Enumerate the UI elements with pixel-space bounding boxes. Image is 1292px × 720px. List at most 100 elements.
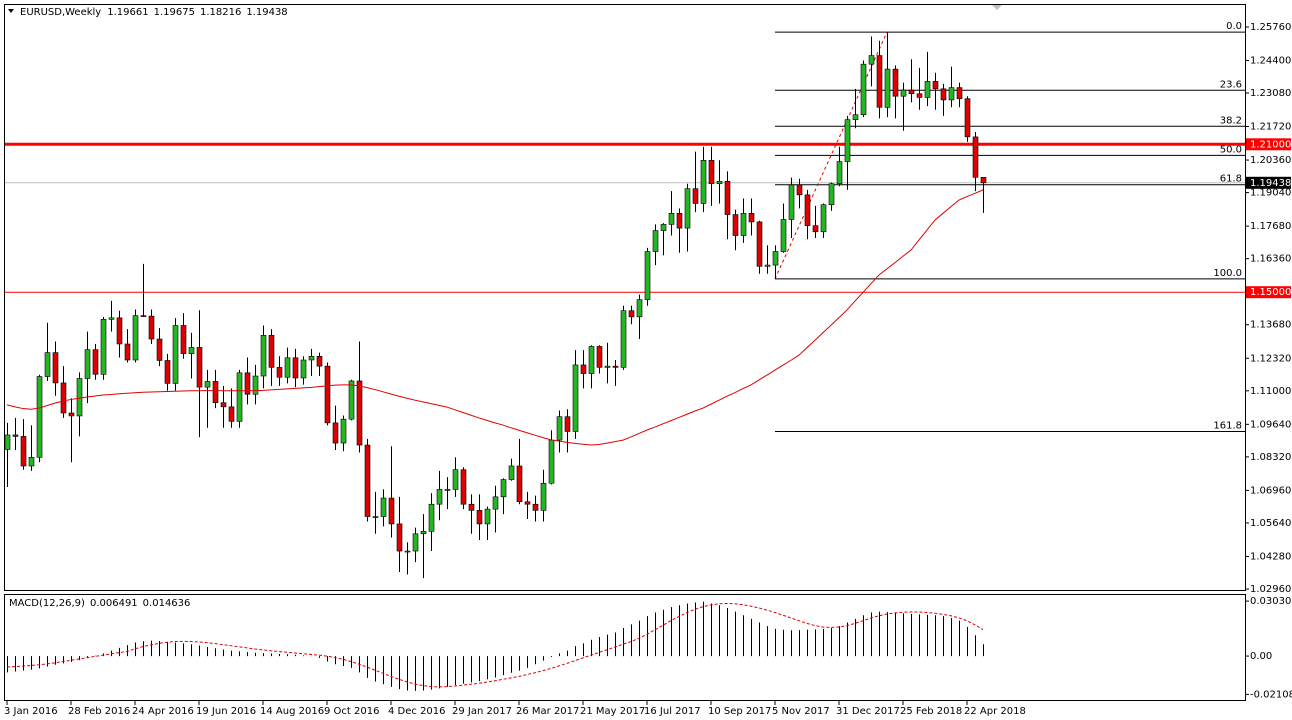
menu-arrow[interactable]	[8, 9, 14, 13]
x-tick-label: 4 Dec 2016	[388, 706, 446, 717]
candle-body	[940, 88, 947, 101]
y-tick-label: 1.04280	[1250, 551, 1291, 562]
candle-body	[204, 381, 211, 388]
candle-body	[508, 465, 515, 480]
candle-body	[260, 335, 267, 377]
y-tick-label: 1.12320	[1250, 353, 1291, 364]
candle-body	[356, 380, 363, 446]
y-tick-label: 1.19040	[1250, 188, 1291, 199]
candle-body	[876, 55, 883, 108]
candle-body	[684, 188, 691, 229]
candle-body	[860, 63, 867, 116]
y-tick-label: 1.02960	[1250, 584, 1291, 595]
candle-body	[564, 416, 571, 432]
fib-label: 50.0	[1220, 144, 1242, 155]
macd-last-value: 0.006491	[90, 598, 138, 609]
candle-body	[548, 439, 555, 484]
macd-last-signal: 0.014636	[143, 598, 191, 609]
candle-body	[444, 489, 451, 491]
fib-label: 23.6	[1220, 79, 1242, 90]
x-tick-label: 26 Mar 2017	[516, 706, 579, 717]
candle-body	[124, 343, 131, 361]
candle-body	[724, 180, 731, 215]
candle-body	[588, 346, 595, 374]
candle-body	[668, 213, 675, 225]
candle-body	[732, 214, 739, 236]
candle-body	[324, 365, 331, 424]
candle-body	[196, 347, 203, 388]
candle-body	[812, 225, 819, 233]
candle-body	[540, 482, 547, 511]
candle-body	[108, 317, 115, 320]
candle-body	[116, 317, 123, 345]
candle-body	[644, 251, 651, 300]
candle-body	[396, 523, 403, 552]
candle-body	[572, 364, 579, 432]
macd-title: MACD(12,26,9)	[9, 598, 85, 609]
candle-body	[484, 508, 491, 525]
candle-body	[364, 444, 371, 517]
candle-body	[68, 412, 75, 417]
candle-body	[20, 436, 27, 467]
candle-body	[652, 230, 659, 252]
candle-body	[980, 176, 987, 184]
y-tick-label: 1.06960	[1250, 485, 1291, 496]
y-tick-label: -0.021087	[1250, 689, 1292, 700]
shift-marker	[992, 5, 1002, 10]
candle-body	[212, 381, 219, 403]
candle-body	[244, 372, 251, 395]
candle-body	[828, 183, 835, 205]
candle-body	[972, 136, 979, 178]
candle-body	[348, 380, 355, 420]
y-tick-label: 1.24400	[1250, 55, 1291, 66]
x-tick-label: 3 Jan 2016	[4, 706, 58, 717]
candle-body	[428, 503, 435, 532]
candle-body	[220, 402, 227, 408]
level-label: 1.21000	[1250, 139, 1291, 150]
x-tick-label: 16 Jul 2017	[644, 706, 701, 717]
candle-body	[476, 510, 483, 525]
candle-body	[4, 434, 11, 450]
candle-body	[956, 87, 963, 99]
candle-body	[676, 213, 683, 229]
candle-body	[948, 87, 955, 101]
x-tick-label: 19 Jun 2016	[196, 706, 256, 717]
candle-body	[596, 346, 603, 368]
x-tick-label: 24 Apr 2016	[132, 706, 194, 717]
candle-body	[252, 375, 259, 395]
candle-body	[412, 533, 419, 552]
candle-body	[836, 161, 843, 185]
fib-label: 161.8	[1213, 420, 1242, 431]
candle-body	[188, 347, 195, 354]
chart-header: EURUSD,Weekly 1.19661 1.19675 1.18216 1.1943…	[20, 7, 288, 18]
y-tick-label: 1.20360	[1250, 155, 1291, 166]
y-tick-label: 0.030303	[1250, 596, 1292, 607]
candle-body	[756, 221, 763, 267]
candle-body	[892, 68, 899, 97]
candle-body	[388, 497, 395, 525]
x-tick-label: 5 Nov 2017	[772, 706, 830, 717]
candle-body	[804, 194, 811, 226]
y-tick-label: 1.11000	[1250, 386, 1291, 397]
y-tick-label: 1.25760	[1250, 22, 1291, 33]
candle-body	[308, 355, 315, 361]
candle-body	[60, 382, 67, 414]
candle-body	[772, 251, 779, 266]
candle-body	[236, 372, 243, 422]
candle-body	[84, 349, 91, 379]
candle-body	[604, 365, 611, 368]
candle-body	[692, 188, 699, 204]
candle-body	[492, 496, 499, 510]
candle-body	[284, 357, 291, 378]
x-tick-label: 9 Oct 2016	[324, 706, 379, 717]
candle-body	[764, 264, 771, 267]
price-panel	[4, 4, 1246, 591]
candle-body	[516, 465, 523, 503]
candle-body	[788, 184, 795, 220]
candle-body	[852, 114, 859, 120]
macd-header: MACD(12,26,9) 0.006491 0.014636	[9, 598, 190, 609]
candle-body	[524, 501, 531, 505]
candle-body	[780, 219, 787, 252]
candle-body	[132, 315, 139, 361]
